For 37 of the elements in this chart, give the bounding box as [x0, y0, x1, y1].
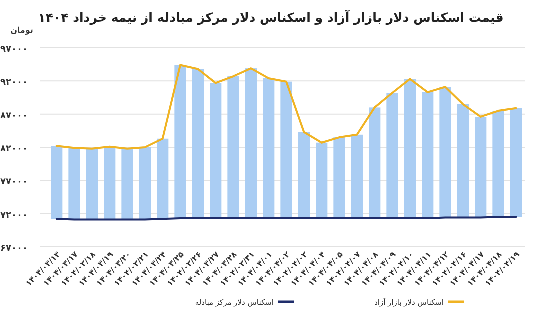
bar	[139, 148, 151, 220]
bar	[51, 146, 63, 220]
chart-title: قیمت اسکناس دلار بازار آزاد و اسکناس دلار مرکز مبادله از نیمه خرداد ۱۴۰۴	[38, 10, 504, 26]
y-tick-label: ۶۷۰۰۰	[0, 244, 28, 254]
bar	[174, 65, 186, 218]
y-tick-label: ۷۲۰۰۰	[0, 210, 28, 221]
bar	[68, 148, 80, 220]
bar	[316, 142, 328, 218]
y-tick-label: ۷۷۰۰۰	[0, 178, 28, 188]
y-tick-label: ۹۷۰۰۰	[0, 45, 28, 55]
y-tick-label: ۸۲۰۰۰	[0, 144, 28, 154]
line-series	[56, 64, 518, 150]
y-axis-title: تومان	[10, 26, 34, 35]
bar	[122, 148, 134, 220]
bar	[386, 93, 398, 218]
bar	[404, 79, 416, 218]
bar	[228, 76, 240, 218]
bar	[351, 134, 363, 218]
bar	[245, 68, 257, 218]
bar	[104, 146, 116, 220]
bar	[298, 132, 310, 218]
bar	[86, 148, 98, 220]
bar	[263, 78, 275, 218]
bar	[457, 104, 469, 218]
bar	[334, 138, 346, 218]
bar	[280, 82, 292, 218]
bar	[192, 69, 204, 218]
bar	[475, 116, 487, 218]
bar	[210, 83, 222, 218]
bar	[440, 87, 452, 218]
y-tick-label: ۸۷۰۰۰	[0, 111, 28, 122]
bar	[492, 111, 504, 218]
bar	[510, 108, 522, 218]
bar	[157, 138, 169, 220]
bar	[369, 108, 381, 218]
bar	[422, 92, 434, 218]
y-tick-label: ۹۲۰۰۰	[0, 78, 28, 88]
